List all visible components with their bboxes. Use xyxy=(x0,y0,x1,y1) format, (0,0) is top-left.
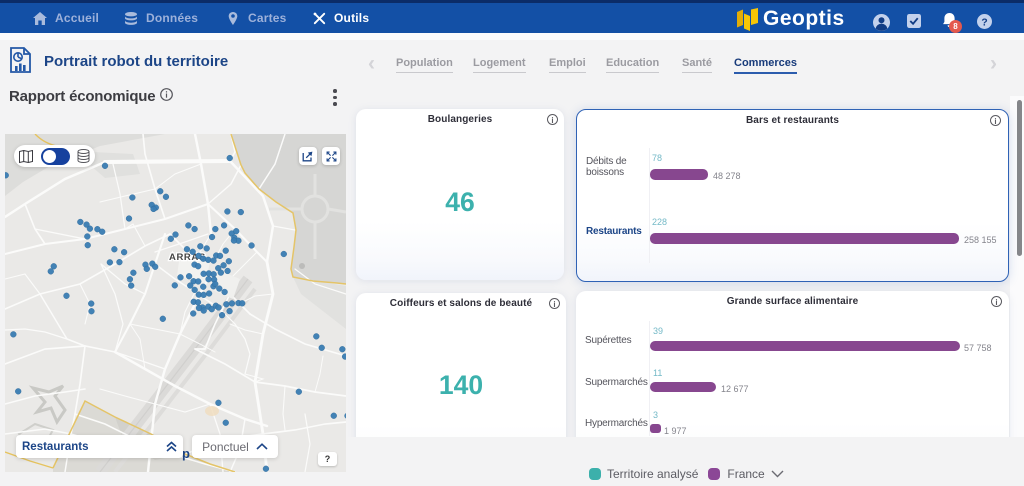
svg-text:?: ? xyxy=(981,17,987,28)
